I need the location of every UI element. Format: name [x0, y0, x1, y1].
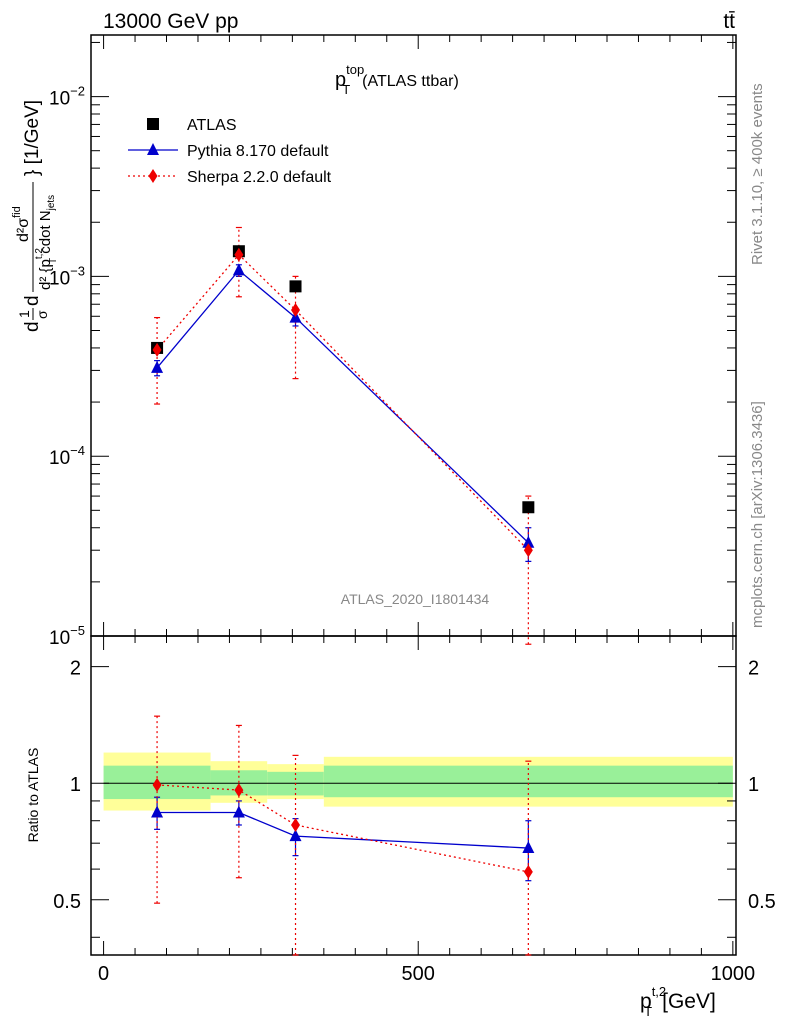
y-tick-label: 10−2 [49, 84, 85, 110]
svg-text:d²σfid: d²σfid [11, 206, 32, 242]
main-plot: 10−5 10−4 10−3 10−2 [49, 34, 737, 649]
y-tick-label: 10−5 [49, 623, 85, 649]
y-tick-label: 10−3 [49, 263, 85, 289]
ratio-point-1 [291, 817, 301, 832]
series-point-0 [232, 263, 245, 276]
series-point-1 [523, 543, 533, 558]
series-point-1 [291, 303, 301, 318]
main-ylabel: d 1 σ d d²σfid d² {pt,2T cdot Njets } [1… [11, 100, 59, 332]
plot-title: ptop T (ATLAS ttbar) [335, 62, 459, 97]
x-tick-label: 0 [98, 963, 109, 985]
legend-marker [148, 169, 158, 183]
analysis-id: ATLAS_2020_I1801434 [341, 591, 490, 607]
process-label: tt̄ [723, 10, 735, 33]
ratio-tick-label-right: 1 [748, 774, 759, 796]
svg-text:σ: σ [34, 310, 50, 319]
ratio-point-1 [234, 783, 244, 798]
x-tick-label: 500 [402, 963, 435, 985]
legend-label: Pythia 8.170 default [187, 143, 329, 160]
legend-marker-atlas [147, 118, 159, 130]
ratio-tick-label: 0.5 [53, 891, 81, 913]
svg-text:d: d [22, 295, 43, 306]
ratio-plot: 0 500 1000 0.5 0.5 1 1 2 2 [53, 635, 776, 985]
series-point-0 [522, 535, 535, 548]
data-point [522, 501, 535, 514]
x-tick-label: 1000 [711, 963, 756, 985]
ratio-line-0 [157, 811, 529, 849]
ratio-point-0 [232, 805, 245, 818]
svg-text:d: d [22, 321, 43, 332]
ratio-point-0 [522, 841, 535, 854]
ratio-point-1 [152, 777, 162, 792]
ratio-point-0 [289, 829, 302, 842]
legend-label: Sherpa 2.2.0 default [187, 169, 332, 186]
series-point-1 [152, 342, 162, 357]
ratio-band-inner-3 [323, 765, 733, 798]
ratio-point-1 [523, 864, 533, 879]
rivet-label: Rivet 3.1.10, ≥ 400k events [749, 83, 766, 265]
legend: ATLAS Pythia 8.170 default Sherpa 2.2.0 de… [128, 117, 332, 186]
svg-text:} [1/GeV]: } [1/GeV] [22, 100, 43, 176]
ratio-tick-label: 1 [70, 774, 81, 796]
ratio-tick-label-right: 2 [748, 658, 759, 680]
legend-label: ATLAS [187, 117, 237, 134]
energy-label: 13000 GeV pp [103, 10, 238, 33]
y-tick-label: 10−4 [49, 443, 85, 469]
ratio-line-1 [157, 784, 529, 873]
ratio-ylabel: Ratio to ATLAS [25, 748, 41, 843]
ratio-frame [90, 635, 737, 956]
mcplots-label: mcplots.cern.ch [arXiv:1306.3436] [749, 401, 766, 628]
svg-text:d² {pt,2T cdot Njets: d² {pt,2T cdot Njets [34, 195, 59, 290]
series-point-0 [151, 360, 164, 373]
svg-text:1: 1 [16, 310, 32, 318]
ratio-point-0 [151, 805, 164, 818]
legend-marker [147, 143, 159, 155]
ratio-tick-label: 2 [70, 658, 81, 680]
series-point-1 [234, 247, 244, 262]
data-point [289, 280, 302, 293]
series-line-1 [156, 253, 529, 551]
xlabel: pt,2 T [GeV] [640, 984, 716, 1019]
ratio-tick-label-right: 0.5 [748, 891, 776, 913]
series-line-0 [156, 269, 529, 544]
